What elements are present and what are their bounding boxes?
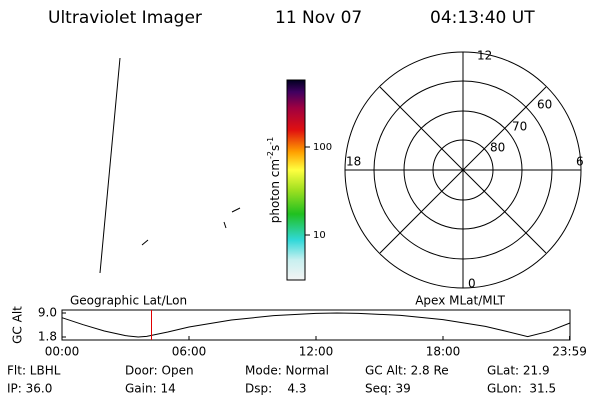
lat-label: 80: [490, 141, 505, 155]
info-field: Gain: 14: [125, 382, 176, 396]
y-axis-label: GC Alt: [11, 306, 25, 344]
info-field: Dsp: 4.3: [245, 382, 307, 396]
colorbar: [286, 79, 306, 281]
colorbar-label: photon cm-2s-1: [266, 137, 282, 224]
y-tick-label: 9.0: [38, 306, 57, 320]
info-field: Seq: 39: [365, 382, 411, 396]
x-tick-label: 23:59: [552, 345, 587, 359]
x-tick-label: 00:00: [45, 345, 80, 359]
info-field: Door: Open: [125, 364, 194, 378]
mlt-label: 18: [346, 155, 361, 169]
info-field: GC Alt: 2.8 Re: [365, 364, 449, 378]
mlt-label: 6: [576, 155, 584, 169]
mlt-label: 12: [477, 49, 492, 63]
panel-title: Apex MLat/MLT: [415, 294, 505, 308]
info-field: Flt: LBHL: [7, 364, 61, 378]
info-field: GLon: 31.5: [487, 382, 556, 396]
mlt-label: 0: [468, 277, 476, 291]
x-tick-label: 06:00: [172, 345, 207, 359]
info-field: IP: 36.0: [7, 382, 52, 396]
plot-frame: [61, 309, 571, 341]
info-field: Mode: Normal: [245, 364, 329, 378]
panel-title: Geographic Lat/Lon: [70, 294, 187, 308]
colorbar-tick: 100: [313, 142, 332, 153]
title: Ultraviolet Imager: [48, 8, 202, 28]
lat-label: 70: [512, 120, 527, 134]
y-tick-label: 1.8: [38, 330, 57, 344]
info-field: GLat: 21.9: [487, 364, 550, 378]
date: 11 Nov 07: [275, 8, 362, 28]
colorbar-tick: 10: [313, 230, 326, 241]
altitude-line: [61, 312, 571, 338]
image: [99, 57, 241, 274]
lat-label: 60: [537, 98, 552, 112]
polar-grid: [344, 51, 582, 289]
x-tick-label: 12:00: [299, 345, 334, 359]
x-tick-label: 18:00: [426, 345, 461, 359]
time: 04:13:40 UT: [430, 8, 535, 28]
